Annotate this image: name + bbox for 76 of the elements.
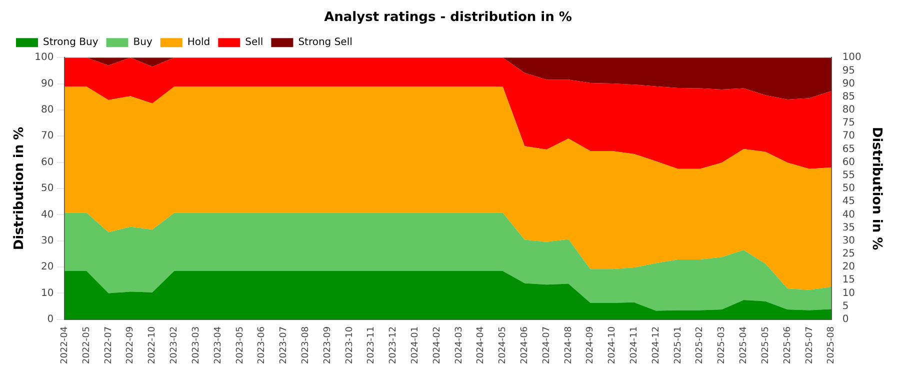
y-tick-label: 50 <box>40 183 54 194</box>
y2-tick-label: 50 <box>842 183 856 194</box>
y-tick-label: 30 <box>40 235 54 246</box>
y2-tick-label: 20 <box>842 262 856 273</box>
y2-tick-label: 5 <box>842 300 849 312</box>
y-tick-label: 90 <box>40 78 54 90</box>
x-tick-label: 2024-04 <box>476 326 486 364</box>
y-tick-label: 100 <box>34 52 54 64</box>
y-axis-title: Distribution in % <box>12 126 28 250</box>
y2-tick-label: 0 <box>842 314 849 325</box>
y-tick-label: 40 <box>40 209 54 220</box>
x-tick-label: 2024-01 <box>410 326 420 364</box>
x-tick-label: 2024-12 <box>651 326 662 364</box>
y-tick-label: 10 <box>40 288 54 299</box>
x-tick-label: 2022-10 <box>148 326 158 364</box>
y2-tick-label: 65 <box>842 144 856 155</box>
x-tick-label: 2022-07 <box>104 326 114 364</box>
y2-tick-label: 100 <box>842 52 862 64</box>
y2-tick-label: 60 <box>842 156 856 168</box>
y2-tick-label: 45 <box>842 196 856 208</box>
y2-tick-label: 70 <box>842 130 856 142</box>
y-tick-label: 70 <box>40 130 54 142</box>
x-tick-label: 2024-03 <box>454 326 464 364</box>
y2-tick-label: 25 <box>842 248 856 260</box>
legend-label: Strong Sell <box>298 37 352 48</box>
x-tick-label: 2024-07 <box>542 326 552 364</box>
x-tick-label: 2025-01 <box>673 326 684 364</box>
x-tick-label: 2023-08 <box>300 326 311 364</box>
x-tick-label: 2025-06 <box>782 326 793 364</box>
x-tick-label: 2022-05 <box>82 326 92 364</box>
y2-tick-label: 85 <box>842 91 856 102</box>
y2-tick-label: 30 <box>842 235 856 246</box>
y-tick-label: 0 <box>47 314 54 325</box>
x-tick-label: 2023-09 <box>322 326 333 364</box>
x-tick-label: 2025-05 <box>760 326 771 364</box>
x-tick-label: 2024-06 <box>520 326 530 364</box>
x-tick-label: 2022-09 <box>126 326 136 364</box>
x-tick-label: 2024-08 <box>564 326 574 364</box>
x-tick-label: 2023-11 <box>366 326 377 364</box>
x-tick-label: 2023-07 <box>279 326 290 364</box>
y2-tick-label: 90 <box>842 78 856 90</box>
y2-tick-label: 75 <box>842 118 856 129</box>
y2-tick-label: 80 <box>842 104 856 116</box>
x-tick-label: 2025-07 <box>804 326 815 364</box>
chart-title: Analyst ratings - distribution in % <box>324 10 572 26</box>
y2-tick-label: 40 <box>842 209 856 220</box>
x-tick-label: 2024-09 <box>586 326 596 364</box>
x-tick-label: 2024-10 <box>608 326 618 364</box>
x-tick-label: 2023-10 <box>344 326 355 364</box>
x-tick-label: 2025-03 <box>717 326 728 364</box>
y2-tick-label: 10 <box>842 288 856 299</box>
y-tick-label: 60 <box>40 156 54 168</box>
y2-tick-label: 55 <box>842 170 856 181</box>
y-tick-label: 80 <box>40 104 54 116</box>
x-tick-label: 2023-05 <box>235 326 246 364</box>
x-tick-label: 2023-03 <box>191 326 202 364</box>
x-tick-label: 2023-06 <box>257 326 268 364</box>
y2-tick-label: 35 <box>842 222 856 234</box>
y-tick-label: 20 <box>40 262 54 273</box>
x-tick-label: 2025-02 <box>695 326 706 364</box>
x-tick-label: 2024-02 <box>432 326 442 364</box>
x-tick-label: 2022-04 <box>60 326 70 364</box>
legend-label: Sell <box>245 37 264 48</box>
y2-axis-title: Distribution in % <box>868 126 884 250</box>
x-tick-label: 2024-05 <box>498 326 508 364</box>
x-tick-label: 2025-08 <box>826 326 837 364</box>
y2-tick-label: 15 <box>842 274 856 286</box>
x-tick-label: 2023-04 <box>213 326 224 364</box>
x-tick-label: 2024-11 <box>630 326 640 364</box>
x-tick-label: 2023-12 <box>388 326 399 364</box>
legend-label: Hold <box>187 37 210 48</box>
legend-label: Buy <box>133 37 152 48</box>
legend-label: Strong Buy <box>43 37 98 48</box>
y2-tick-label: 95 <box>842 65 856 76</box>
x-tick-label: 2023-02 <box>170 326 180 364</box>
x-tick-label: 2025-04 <box>739 326 750 364</box>
